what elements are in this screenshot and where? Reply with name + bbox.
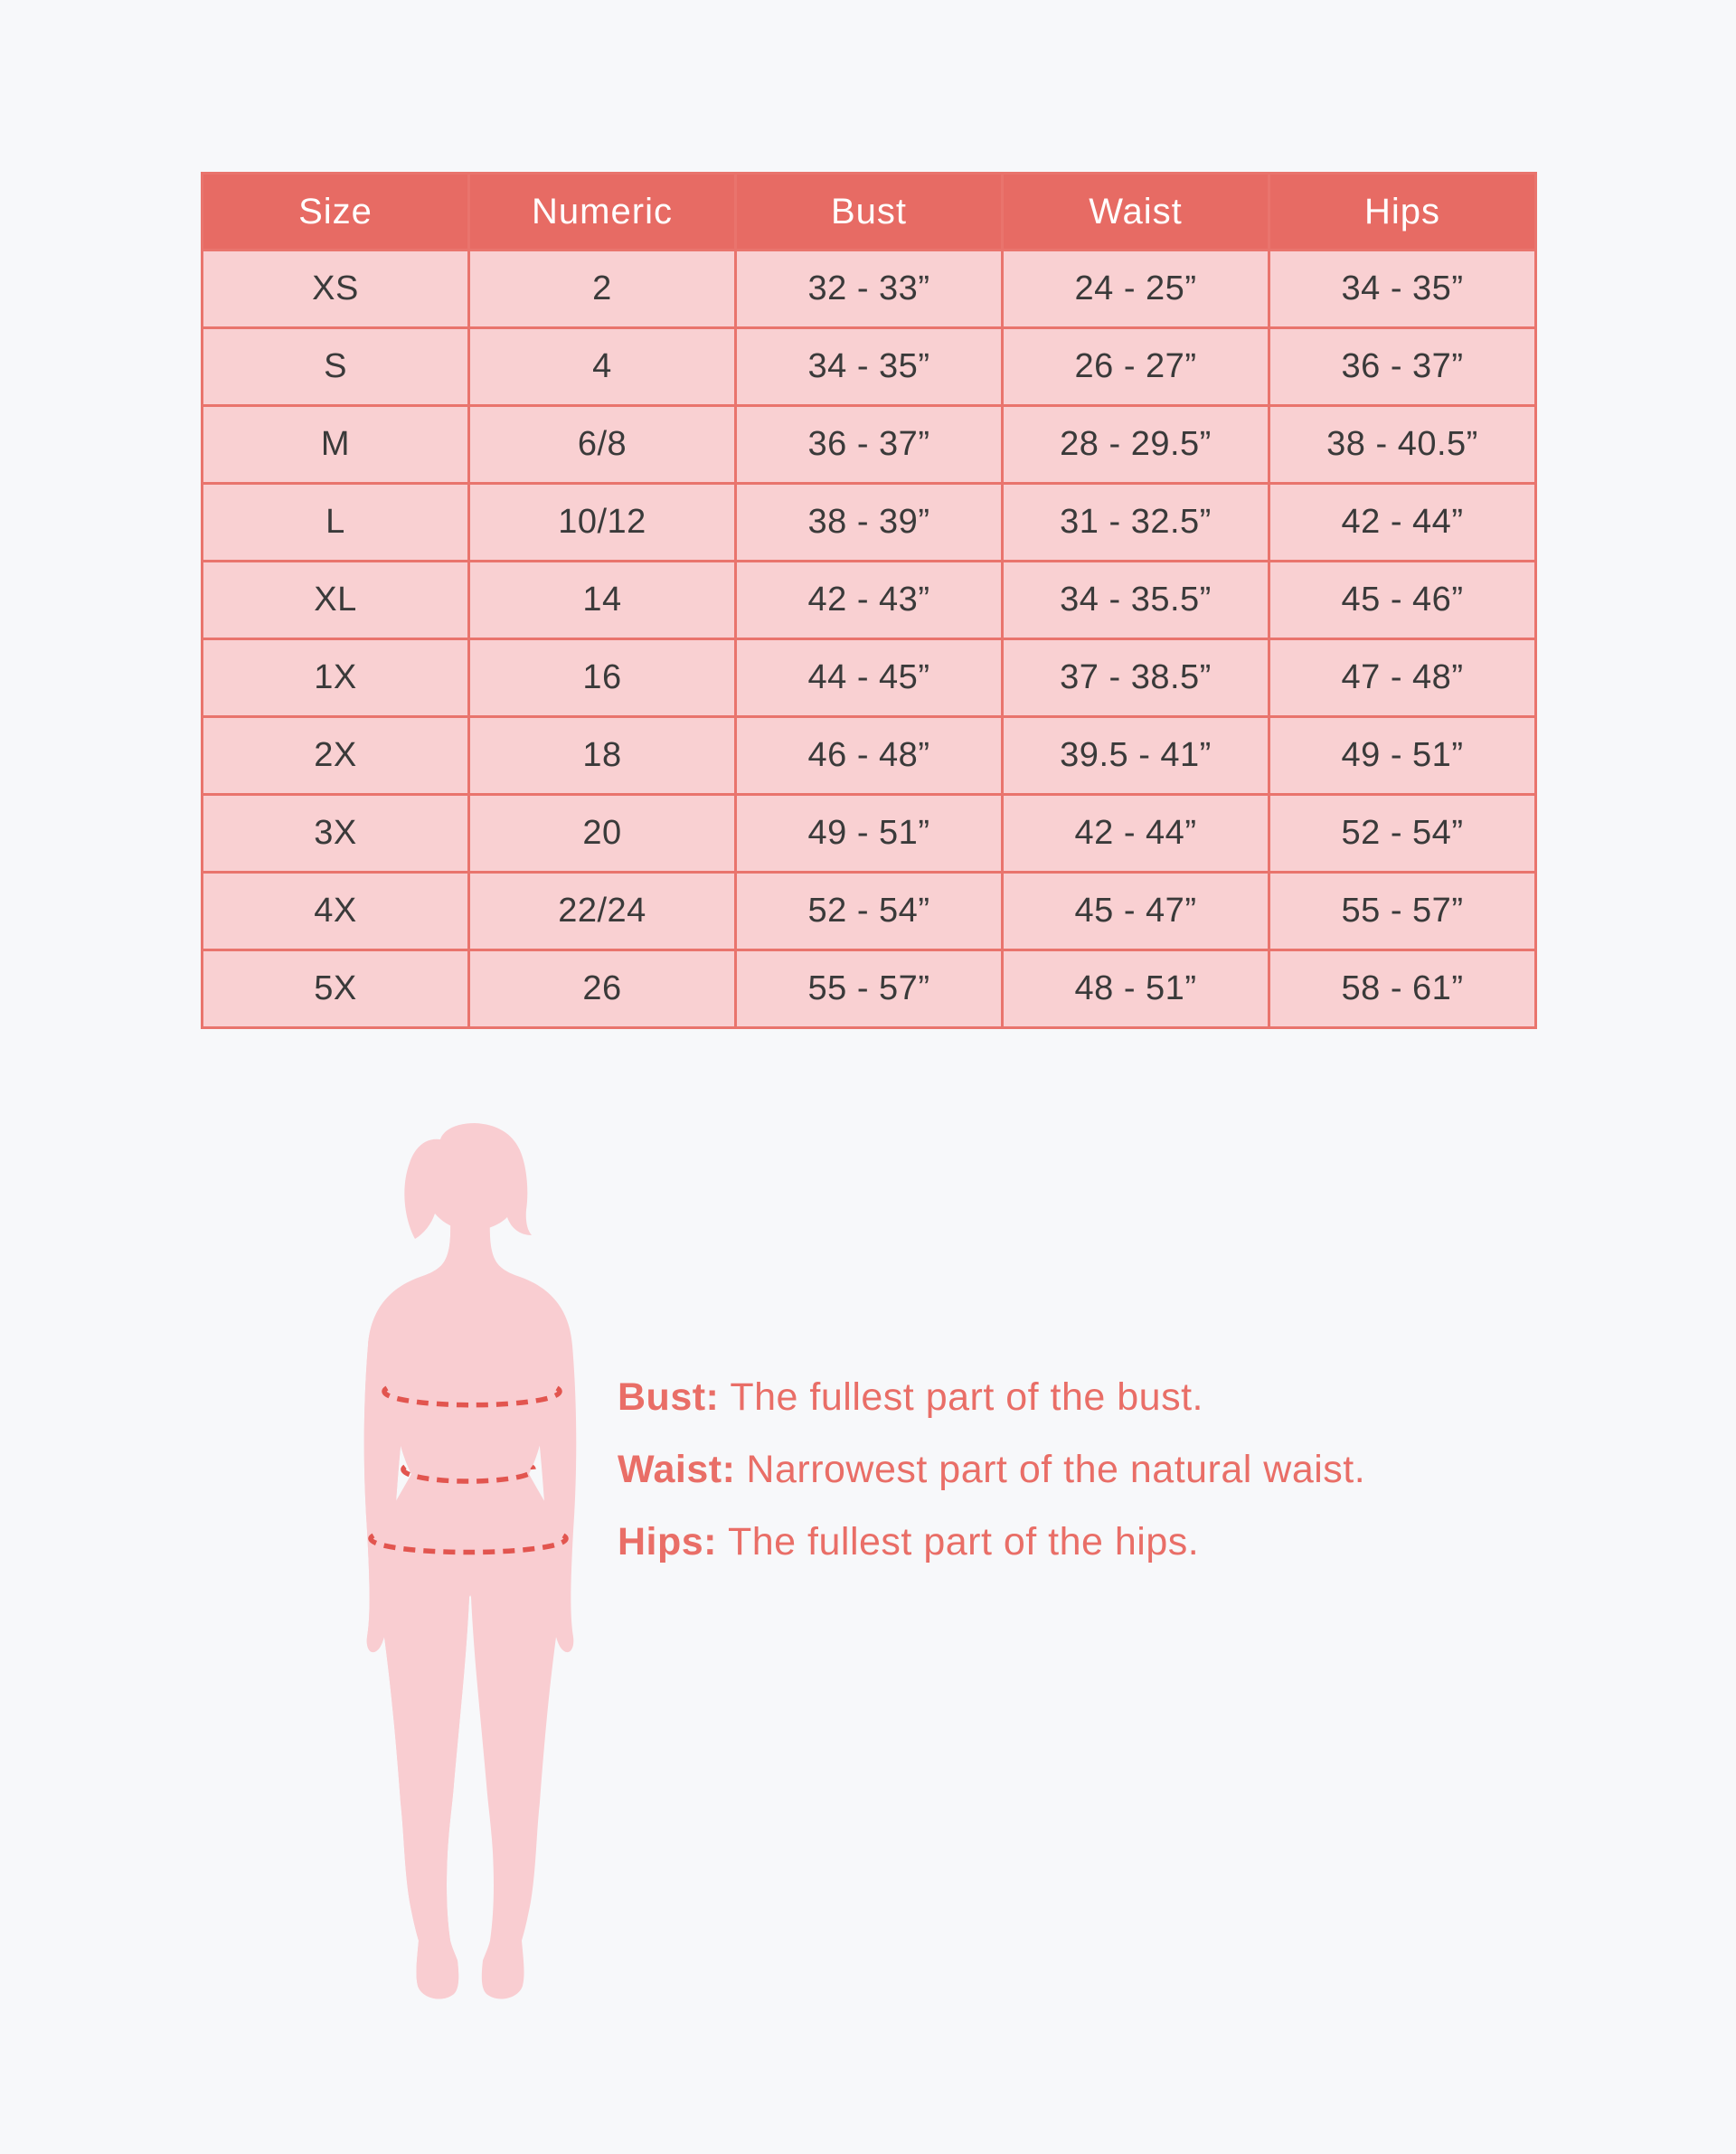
table-cell: 44 - 45” (734, 638, 1004, 718)
table-cell: 26 - 27” (1001, 326, 1270, 407)
table-row-m: M 6/8 36 - 37” 28 - 29.5” 38 - 40.5” (201, 404, 1537, 485)
table-cell: 34 - 35” (734, 326, 1004, 407)
table-row-3x: 3X 20 49 - 51” 42 - 44” 52 - 54” (201, 793, 1537, 874)
table-cell: 36 - 37” (1268, 326, 1537, 407)
guide-label-bust: Bust: (618, 1375, 720, 1419)
table-cell: 6/8 (467, 404, 737, 485)
table-row-4x: 4X 22/24 52 - 54” 45 - 47” 55 - 57” (201, 871, 1537, 951)
table-cell: 28 - 29.5” (1001, 404, 1270, 485)
body-right-half (363, 1201, 471, 1999)
table-cell: 42 - 44” (1268, 482, 1537, 562)
waist-measure-line (401, 1464, 536, 1484)
table-cell: 48 - 51” (1001, 949, 1270, 1029)
table-cell: 37 - 38.5” (1001, 638, 1270, 718)
table-cell: XL (201, 560, 470, 640)
table-cell: 2X (201, 715, 470, 796)
woman-silhouette (363, 1123, 577, 1999)
guide-label-waist: Waist: (618, 1448, 736, 1491)
table-cell: 1X (201, 638, 470, 718)
table-cell: 45 - 47” (1001, 871, 1270, 951)
guide-label-hips: Hips: (618, 1520, 717, 1564)
measurement-guide-text: Bust: The fullest part of the bust. Waist… (618, 1361, 1365, 1578)
table-cell: 20 (467, 793, 737, 874)
table-cell: S (201, 326, 470, 407)
table-row-2x: 2X 18 46 - 48” 39.5 - 41” 49 - 51” (201, 715, 1537, 796)
measurement-figure (357, 1120, 583, 2006)
header-cell-hips: Hips (1268, 172, 1537, 251)
guide-line-bust: Bust: The fullest part of the bust. (618, 1361, 1365, 1433)
hips-measure-line (368, 1533, 569, 1555)
table-cell: 14 (467, 560, 737, 640)
table-cell: 52 - 54” (734, 871, 1004, 951)
table-cell: 39.5 - 41” (1001, 715, 1270, 796)
table-row-xs: XS 2 32 - 33” 24 - 25” 34 - 35” (201, 249, 1537, 329)
table-cell: 49 - 51” (1268, 715, 1537, 796)
header-cell-bust: Bust (734, 172, 1004, 251)
table-row-l: L 10/12 38 - 39” 31 - 32.5” 42 - 44” (201, 482, 1537, 562)
table-cell: 42 - 43” (734, 560, 1004, 640)
head-hair (404, 1123, 532, 1239)
table-cell: 32 - 33” (734, 249, 1004, 329)
header-cell-size: Size (201, 172, 470, 251)
table-cell: 36 - 37” (734, 404, 1004, 485)
table-cell: 22/24 (467, 871, 737, 951)
table-cell: 46 - 48” (734, 715, 1004, 796)
guide-line-hips: Hips: The fullest part of the hips. (618, 1506, 1365, 1578)
header-row: Size Numeric Bust Waist Hips (201, 172, 1537, 251)
table-cell: 18 (467, 715, 737, 796)
table-cell: 38 - 39” (734, 482, 1004, 562)
size-chart-table: Size Numeric Bust Waist Hips XS 2 32 - 3… (201, 172, 1537, 1029)
bust-measure-line (382, 1385, 562, 1408)
header-cell-numeric: Numeric (467, 172, 737, 251)
guide-desc-hips: The fullest part of the hips. (728, 1520, 1200, 1564)
table-cell: 10/12 (467, 482, 737, 562)
table-row-1x: 1X 16 44 - 45” 37 - 38.5” 47 - 48” (201, 638, 1537, 718)
table-cell: L (201, 482, 470, 562)
table-cell: 16 (467, 638, 737, 718)
table-cell: 58 - 61” (1268, 949, 1537, 1029)
table-row-s: S 4 34 - 35” 26 - 27” 36 - 37” (201, 326, 1537, 407)
guide-line-waist: Waist: Narrowest part of the natural wais… (618, 1433, 1365, 1506)
table-cell: 45 - 46” (1268, 560, 1537, 640)
guide-desc-bust: The fullest part of the bust. (730, 1375, 1203, 1419)
table-cell: 34 - 35.5” (1001, 560, 1270, 640)
table-cell: 3X (201, 793, 470, 874)
table-cell: 5X (201, 949, 470, 1029)
table-cell: 55 - 57” (1268, 871, 1537, 951)
table-cell: 31 - 32.5” (1001, 482, 1270, 562)
table-cell: 4X (201, 871, 470, 951)
guide-desc-waist: Narrowest part of the natural waist. (746, 1448, 1366, 1491)
header-cell-waist: Waist (1001, 172, 1270, 251)
table-row-xl: XL 14 42 - 43” 34 - 35.5” 45 - 46” (201, 560, 1537, 640)
table-cell: 34 - 35” (1268, 249, 1537, 329)
table-row-5x: 5X 26 55 - 57” 48 - 51” 58 - 61” (201, 949, 1537, 1029)
table-cell: 38 - 40.5” (1268, 404, 1537, 485)
table-cell: 24 - 25” (1001, 249, 1270, 329)
table-cell: 47 - 48” (1268, 638, 1537, 718)
table-cell: 2 (467, 249, 737, 329)
table-cell: 26 (467, 949, 737, 1029)
table-cell: 55 - 57” (734, 949, 1004, 1029)
table-cell: 49 - 51” (734, 793, 1004, 874)
table-cell: 52 - 54” (1268, 793, 1537, 874)
table-cell: 4 (467, 326, 737, 407)
table-cell: M (201, 404, 470, 485)
table-cell: 42 - 44” (1001, 793, 1270, 874)
table-cell: XS (201, 249, 470, 329)
